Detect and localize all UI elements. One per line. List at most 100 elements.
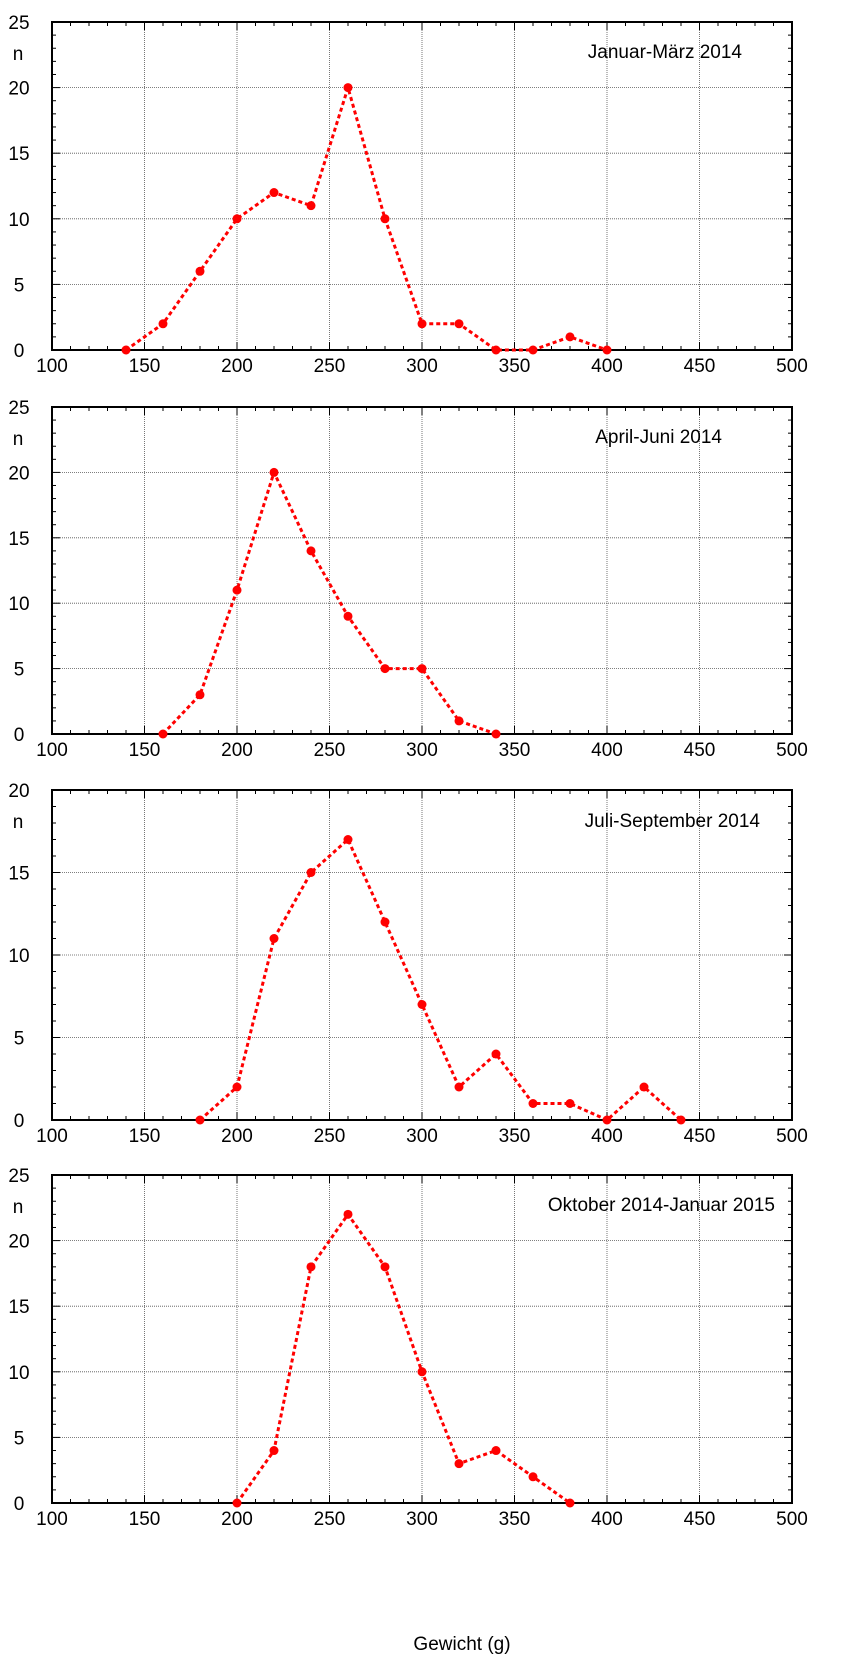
panel-title: April-Juni 2014 [595, 427, 722, 448]
data-point [528, 345, 538, 355]
data-point [269, 188, 279, 198]
data-point [306, 546, 316, 556]
data-point [195, 266, 205, 276]
data-point [602, 345, 612, 355]
data-point [528, 1099, 538, 1108]
data-point [232, 214, 242, 224]
data-point [380, 214, 390, 224]
data-point [491, 345, 501, 355]
data-point [454, 1459, 464, 1469]
x-tick-label: 400 [591, 356, 623, 377]
x-tick-label: 400 [591, 740, 623, 761]
x-tick-label: 350 [499, 1509, 531, 1530]
y-tick-label: 10 [8, 594, 29, 615]
data-point [565, 1498, 575, 1508]
y-tick-label: 25 [8, 13, 29, 34]
data-point [121, 345, 131, 355]
data-point [639, 1082, 649, 1092]
chart-panel-4: 100 150 200 250 300 350 400 450 500 0 5 10 15 20 25 n Ok… [8, 1166, 807, 1530]
data-point [380, 664, 390, 674]
data-point [306, 1262, 316, 1272]
data-point [269, 467, 279, 477]
y-axis-label: n [13, 44, 24, 65]
x-tick-label: 150 [129, 1126, 161, 1147]
x-tick-label: 300 [406, 1126, 438, 1147]
y-tick-label: 20 [8, 1232, 29, 1253]
y-tick-label: 15 [8, 529, 29, 550]
data-point [491, 1446, 501, 1456]
data-point [454, 1082, 464, 1092]
y-tick-label: 10 [8, 946, 29, 967]
x-tick-label: 500 [776, 740, 808, 761]
data-point [232, 1498, 242, 1508]
x-tick-label: 150 [129, 1509, 161, 1530]
x-tick-label: 300 [406, 356, 438, 377]
data-point [380, 917, 390, 927]
x-tick-label: 500 [776, 1126, 808, 1147]
chart-panel-3: 100 150 200 250 300 350 400 450 500 0 5 10 15 20 n Juli… [8, 781, 807, 1147]
y-tick-label: 0 [14, 1494, 25, 1515]
data-point [380, 1262, 390, 1272]
y-tick-label: 0 [14, 725, 25, 746]
y-tick-label: 0 [14, 341, 25, 362]
data-point [306, 868, 316, 877]
data-point [343, 611, 353, 621]
panel-title: Juli-September 2014 [585, 811, 761, 832]
y-tick-label: 10 [8, 210, 29, 231]
series-line [235, 1211, 571, 1505]
y-axis-label: n [13, 429, 24, 450]
x-tick-label: 250 [314, 1126, 346, 1147]
x-tick-label: 450 [684, 1509, 716, 1530]
plot-frame [51, 21, 793, 351]
y-tick-label: 15 [8, 864, 29, 885]
x-tick-label: 450 [684, 356, 716, 377]
x-tick-label: 350 [499, 740, 531, 761]
data-point [528, 1472, 538, 1482]
data-point [417, 1000, 427, 1009]
x-tick-label: 300 [406, 740, 438, 761]
plot-frame [51, 1174, 793, 1504]
x-tick-label: 200 [221, 740, 253, 761]
y-axis-label: n [13, 812, 24, 833]
data-point [491, 729, 501, 739]
data-point [195, 1115, 205, 1125]
x-tick-label: 400 [591, 1126, 623, 1147]
y-tick-label: 0 [14, 1111, 25, 1132]
x-tick-label: 350 [499, 356, 531, 377]
y-tick-label: 25 [8, 398, 29, 419]
data-point [417, 319, 427, 329]
y-tick-label: 20 [8, 463, 29, 484]
data-point [417, 664, 427, 674]
data-point [232, 585, 242, 595]
y-tick-label: 10 [8, 1363, 29, 1384]
data-point [343, 83, 353, 93]
x-tick-label: 100 [36, 1126, 68, 1147]
x-tick-label: 450 [684, 1126, 716, 1147]
data-point [269, 934, 279, 943]
x-tick-label: 150 [129, 740, 161, 761]
data-point [565, 1099, 575, 1108]
y-tick-label: 15 [8, 144, 29, 165]
data-point [454, 319, 464, 329]
data-point [306, 201, 316, 211]
x-tick-label: 250 [314, 1509, 346, 1530]
data-point [158, 319, 168, 329]
y-tick-label: 20 [8, 79, 29, 100]
data-point [269, 1446, 279, 1456]
x-tick-label: 400 [591, 1509, 623, 1530]
x-tick-label: 200 [221, 1509, 253, 1530]
data-point [454, 716, 464, 726]
series-line [125, 82, 608, 352]
data-point [565, 332, 575, 342]
x-tick-label: 200 [221, 1126, 253, 1147]
x-tick-label: 500 [776, 1509, 808, 1530]
x-axis-label: Gewicht (g) [413, 1634, 510, 1655]
data-point [417, 1367, 427, 1377]
plot-frame [51, 789, 793, 1121]
x-tick-label: 450 [684, 740, 716, 761]
data-point [676, 1115, 686, 1125]
y-tick-label: 5 [14, 1428, 25, 1449]
data-point [343, 1209, 353, 1219]
